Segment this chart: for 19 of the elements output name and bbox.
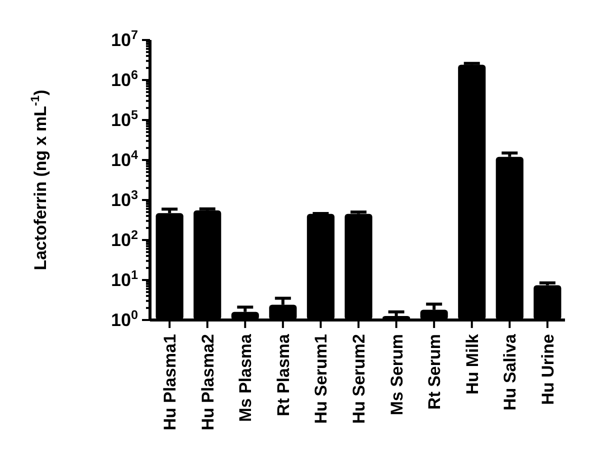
x-tick-label: Hu Serum1 xyxy=(312,334,331,424)
x-tick-label: Hu Plasma2 xyxy=(198,334,218,430)
y-tick-label: 10$^{0}$ xyxy=(110,308,138,330)
y-tick-label: 10$^{6}$ xyxy=(110,68,138,90)
x-tick-label: Ms Serum xyxy=(387,334,406,416)
y-tick-label: 10$^{4}$ xyxy=(110,148,138,170)
y-tick-label: 10$^{1}$ xyxy=(110,268,138,290)
y-tick-label: 10$^{2}$ xyxy=(110,228,138,250)
x-tick-label: Ms Plasma xyxy=(236,333,256,422)
y-tick-label: 10$^{5}$ xyxy=(110,108,138,130)
x-tick-label: Rt Plasma xyxy=(274,333,293,416)
y-tick-label: 10$^{7}$ xyxy=(110,28,138,50)
x-tick-label: Hu Milk xyxy=(462,333,482,394)
x-tick-label: Rt Serum xyxy=(425,334,444,410)
x-tick-label: Hu Serum2 xyxy=(350,334,368,424)
y-tick-label: 10$^{3}$ xyxy=(110,188,138,210)
x-tick-label: Hu Saliva xyxy=(500,333,520,411)
x-tick-label: Hu Plasma1 xyxy=(160,334,180,430)
x-tick-label: Hu Urine xyxy=(538,334,558,405)
